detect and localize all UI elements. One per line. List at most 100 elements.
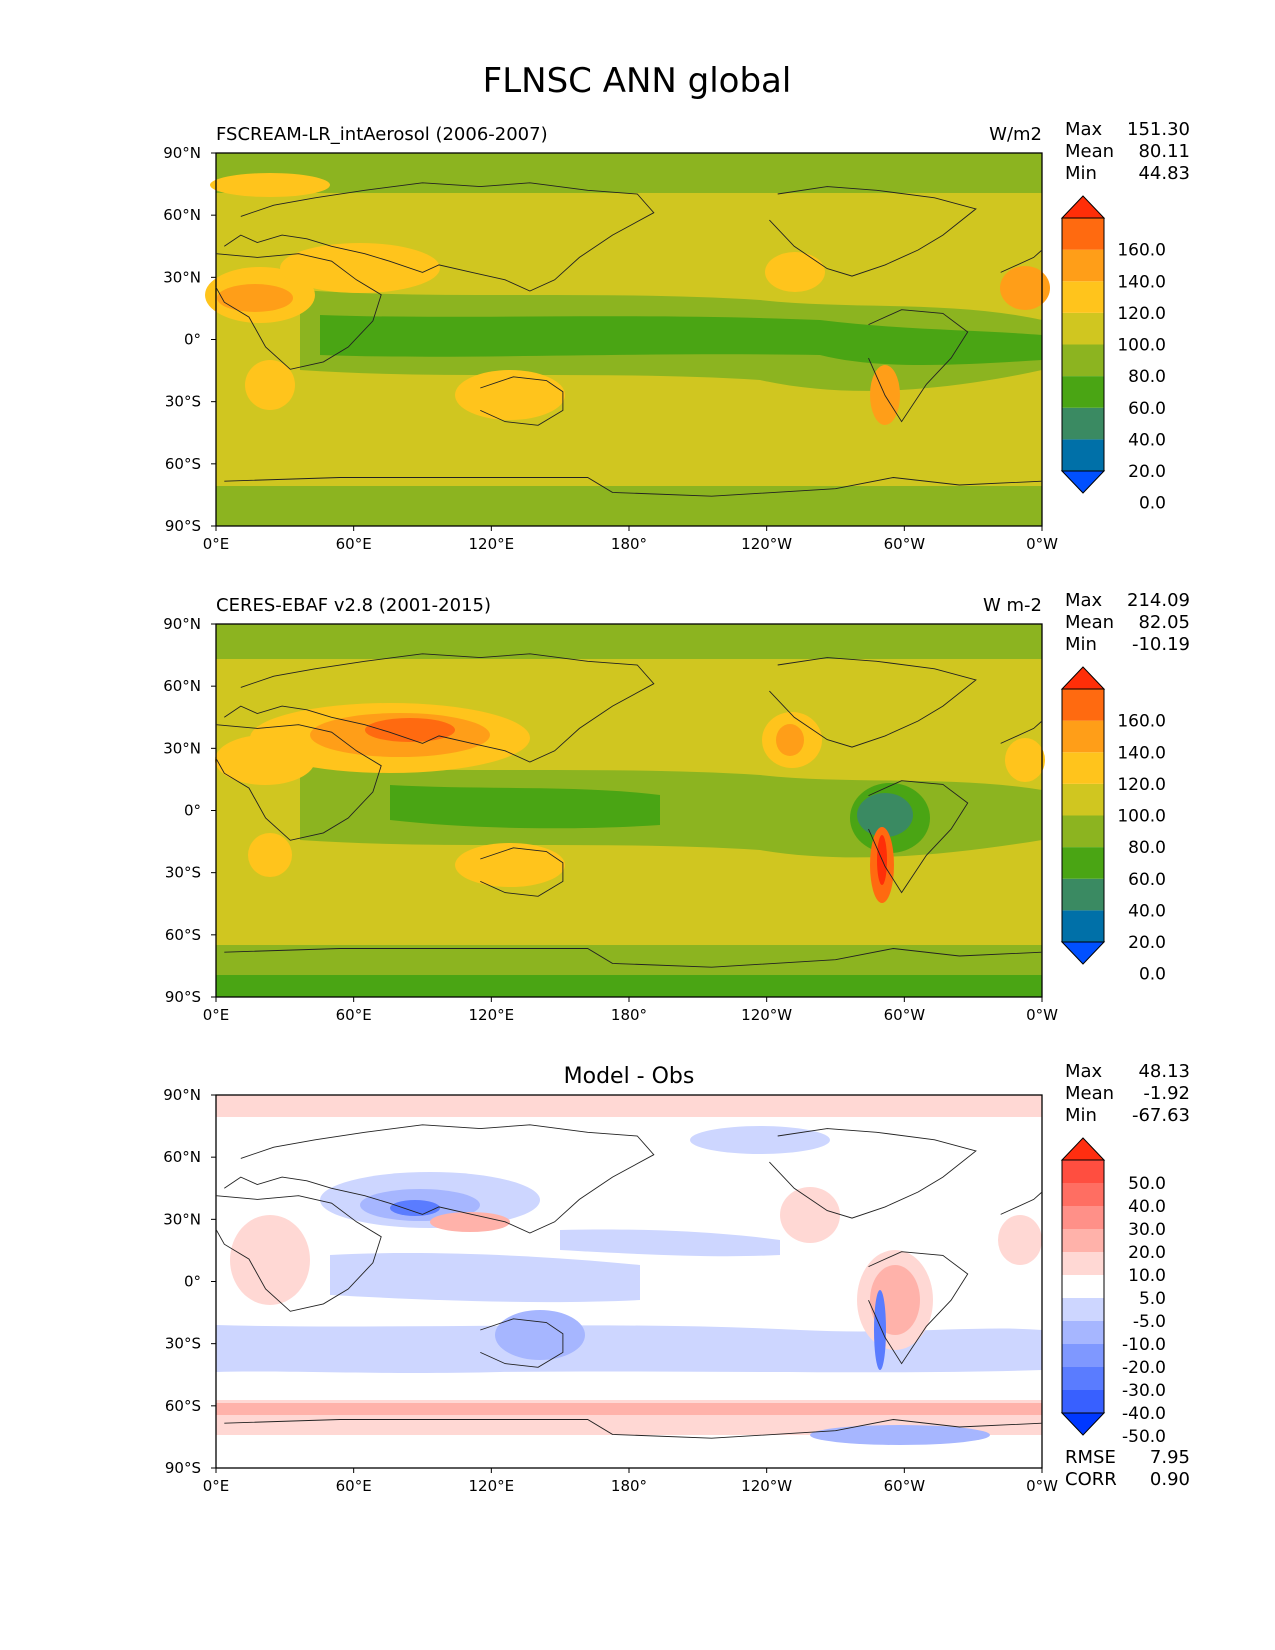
lat-tick-label: 0° [184,802,201,820]
coastline [224,653,655,763]
axes-layer: 0°E 60°E 120°E 180° 120°W 60°W 0°W 90°N 60°N 30°N… [163,144,1058,1495]
lon-tick-label: 180° [611,1006,647,1024]
colorbar-label: 20.0 [1128,933,1166,953]
panel-diff-center-title: Model - Obs [564,1064,695,1089]
field-region [780,1187,840,1243]
colorbar-swatch [1062,249,1104,282]
lat-tick-label: 30°S [165,1335,201,1353]
colorbar-swatch [1062,910,1104,942]
lon-tick-label: 0°E [203,1477,230,1495]
colorbar-label: 80.0 [1128,367,1166,387]
colorbar-swatch [1062,376,1104,408]
colorbar-swatch [1062,783,1104,816]
stat-label: Mean [1065,612,1114,633]
field-region [216,975,1042,997]
lat-tick-label: 90°S [165,1459,201,1477]
field-region [245,360,295,410]
coastline [215,724,382,841]
field-region [216,1403,1042,1415]
coastline [215,1195,382,1312]
colorbar-swatch [1062,752,1104,784]
colorbar-label: 140.0 [1117,743,1166,763]
panel-model-left-title: FSCREAM-LR_intAerosol (2006-2007) [216,124,548,145]
coastline [769,657,977,748]
panel-diff-footer-stats: RMSE 7.95 CORR 0.90 [1065,1447,1190,1490]
stat-label: Min [1065,163,1097,184]
field-region [455,843,565,887]
stat-value: 214.09 [1127,590,1190,611]
colorbar-label: -20.0 [1122,1358,1166,1378]
colorbar-label: 10.0 [1128,1266,1166,1286]
stat-label: Mean [1065,1083,1114,1104]
lat-tick-label: 30°N [163,1210,201,1228]
coastline [769,186,977,277]
field-region [330,1253,640,1303]
colorbar-label: 0.0 [1139,965,1166,985]
colorbar-swatch [1062,1344,1104,1367]
coastline [215,253,382,370]
field-region [216,624,1042,659]
stat-label: Max [1065,1061,1103,1082]
panel-obs-units: W m-2 [983,595,1042,616]
stat-label: Mean [1065,141,1114,162]
colorbar-swatch [1062,815,1104,848]
colorbar-label: 50.0 [1128,1174,1166,1194]
stat-value: 0.90 [1150,1469,1190,1490]
colorbar-swatch [1062,878,1104,911]
field-region [810,1425,990,1445]
lon-tick-label: 120°W [741,1477,792,1495]
lon-tick-label: 180° [611,1477,647,1495]
coastline [224,1124,655,1234]
field-region [216,153,1042,193]
lat-tick-label: 90°S [165,517,201,535]
field-region [857,793,913,837]
colorbar-swatch [1062,1367,1104,1390]
lon-tick-label: 60°E [336,1006,372,1024]
field-region [215,735,315,785]
colorbar-frame [1061,1159,1105,1414]
colorbar-label: -30.0 [1122,1381,1166,1401]
stat-label: CORR [1065,1469,1117,1490]
colorbar-label: 20.0 [1128,462,1166,482]
map-field-regions [205,153,1050,526]
colorbar-swatch [1062,1275,1104,1298]
field-region [230,1215,310,1305]
colorbar-label: 100.0 [1117,336,1166,356]
coastline [224,948,1043,968]
panel-diff-stats: Max 48.13 Mean -1.92 Min -67.63 [1065,1061,1190,1126]
colorbar-label: 30.0 [1128,1220,1166,1240]
field-region [216,486,1042,526]
field-region [874,1290,886,1370]
panel-obs-left-title: CERES-EBAF v2.8 (2001-2015) [216,595,491,616]
coastlines [215,182,1043,1439]
colorbar-swatch [1062,1298,1104,1321]
field-region [455,370,565,420]
colorbar-label: -5.0 [1133,1312,1166,1332]
field-region [280,243,440,293]
colorbar-swatch [1062,312,1104,345]
lat-tick-label: 30°S [165,864,201,882]
map-panel-model [205,153,1050,526]
colorbar-frame [1061,688,1105,943]
colorbar-swatch [1062,847,1104,879]
coastline [1000,1191,1043,1215]
panel-obs-stats: Max 214.09 Mean 82.05 Min -10.19 [1065,590,1190,655]
lon-tick-label: 120°E [469,1006,515,1024]
lat-tick-label: 90°S [165,988,201,1006]
coastline [480,847,564,897]
colorbar-extend-max [1060,1137,1106,1161]
coastline [1000,720,1043,744]
colorbar-label: 40.0 [1128,1197,1166,1217]
field-region [998,1215,1042,1265]
colorbar-frame [1061,217,1105,472]
colorbar-extend-min [1060,1412,1106,1436]
colorbar-label: 5.0 [1139,1289,1166,1309]
lat-tick-label: 60°N [163,206,201,224]
coastline [868,1251,969,1365]
stat-value: 44.83 [1138,163,1190,184]
colorbar-label: 0.0 [1139,494,1166,514]
colorbar-extend-min [1060,941,1106,965]
lon-tick-label: 120°W [741,1006,792,1024]
lon-tick-label: 60°E [336,1477,372,1495]
